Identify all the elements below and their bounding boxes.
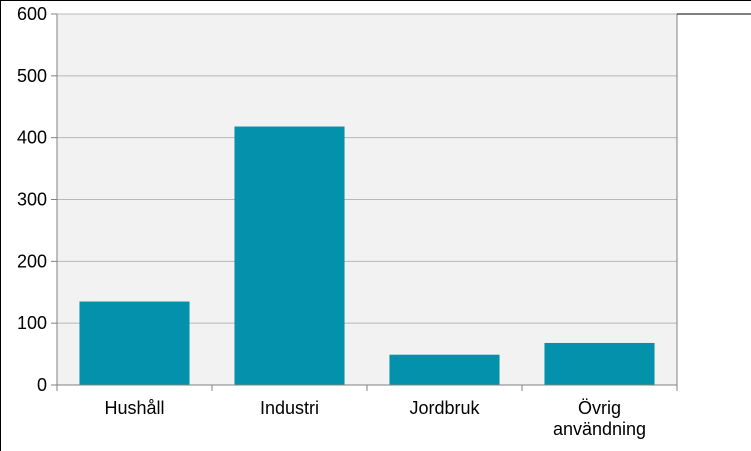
y-tick-label: 400 <box>17 128 47 148</box>
y-tick-label: 600 <box>17 4 47 24</box>
x-category-label-line: användning <box>553 419 646 439</box>
bar <box>544 342 655 385</box>
bars <box>79 126 655 385</box>
x-category-label-line: Övrig <box>578 398 621 418</box>
bar <box>79 301 190 385</box>
y-tick-labels: 0 100 200 300 400 500 600 <box>17 4 47 395</box>
y-tick-label: 100 <box>17 313 47 333</box>
bar <box>234 126 345 385</box>
bar <box>389 354 500 385</box>
y-tick-label: 200 <box>17 251 47 271</box>
x-category-label: Industri <box>260 398 319 418</box>
x-category-label: Jordbruk <box>409 398 480 418</box>
y-tick-label: 300 <box>17 190 47 210</box>
x-category-label: Övrig användning <box>553 398 646 439</box>
x-category-label-line: Jordbruk <box>409 398 480 418</box>
y-tick-label: 0 <box>37 375 47 395</box>
x-category-labels: Hushåll Industri Jordbruk Övrig användning <box>104 398 646 439</box>
axes <box>56 13 751 391</box>
x-category-label-line: Industri <box>260 398 319 418</box>
y-tick-label: 500 <box>17 66 47 86</box>
x-category-label-line: Hushåll <box>104 398 164 418</box>
x-category-label: Hushåll <box>104 398 164 418</box>
